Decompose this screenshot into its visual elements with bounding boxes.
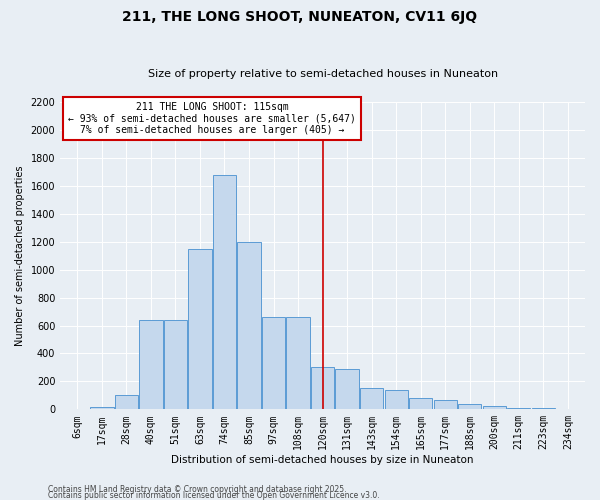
X-axis label: Distribution of semi-detached houses by size in Nuneaton: Distribution of semi-detached houses by …	[172, 455, 474, 465]
Text: 211 THE LONG SHOOT: 115sqm
← 93% of semi-detached houses are smaller (5,647)
7% : 211 THE LONG SHOOT: 115sqm ← 93% of semi…	[68, 102, 356, 136]
Bar	[262, 317, 285, 410]
Bar	[115, 396, 138, 409]
Text: Contains public sector information licensed under the Open Government Licence v3: Contains public sector information licen…	[48, 490, 380, 500]
Bar	[286, 317, 310, 410]
Bar	[360, 388, 383, 409]
Bar	[238, 242, 260, 410]
Bar	[507, 408, 530, 410]
Bar	[409, 398, 433, 409]
Text: 211, THE LONG SHOOT, NUNEATON, CV11 6JQ: 211, THE LONG SHOOT, NUNEATON, CV11 6JQ	[122, 10, 478, 24]
Text: Contains HM Land Registry data © Crown copyright and database right 2025.: Contains HM Land Registry data © Crown c…	[48, 485, 347, 494]
Bar	[335, 369, 359, 410]
Bar	[385, 390, 408, 409]
Y-axis label: Number of semi-detached properties: Number of semi-detached properties	[15, 166, 25, 346]
Bar	[65, 408, 89, 410]
Bar	[164, 320, 187, 410]
Bar	[213, 174, 236, 410]
Bar	[311, 368, 334, 410]
Bar	[532, 408, 555, 410]
Bar	[90, 407, 113, 410]
Title: Size of property relative to semi-detached houses in Nuneaton: Size of property relative to semi-detach…	[148, 69, 497, 79]
Bar	[139, 320, 163, 410]
Bar	[434, 400, 457, 409]
Bar	[458, 404, 481, 409]
Bar	[188, 248, 212, 410]
Bar	[482, 406, 506, 409]
